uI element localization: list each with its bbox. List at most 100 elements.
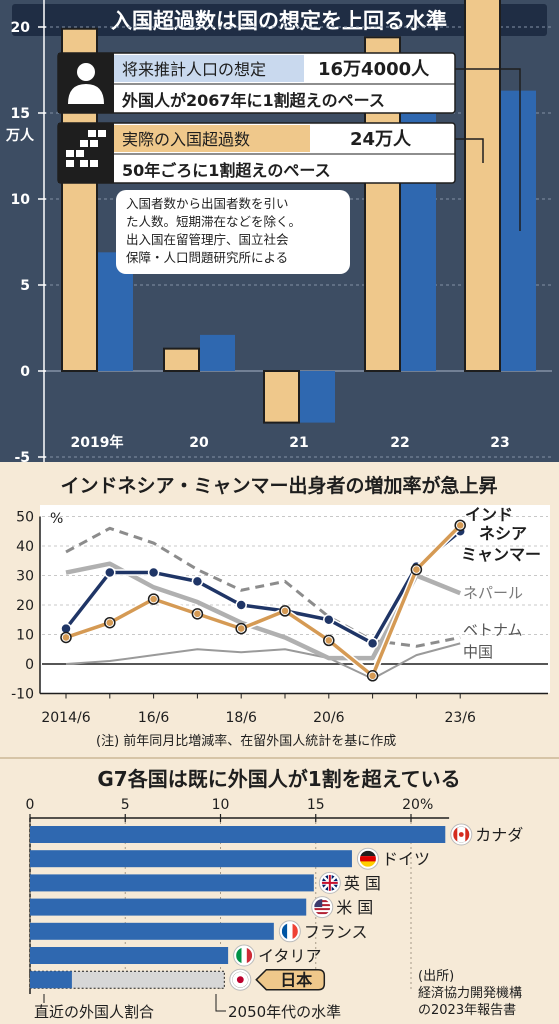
bar-assumed	[200, 334, 235, 371]
country-label: カナダ	[475, 826, 523, 845]
country-label: 英 国	[344, 874, 381, 893]
bar-country	[30, 874, 314, 892]
panel1-annotation-box	[116, 190, 350, 274]
legend-assumed: 将来推計人口の想定 16万4000人 外国人が2067年に1割超えのペース	[57, 52, 456, 114]
bar-country	[30, 826, 446, 843]
label-vietnam: ベトナム	[463, 621, 523, 639]
panel1-x-tick-label: 20	[189, 435, 209, 451]
panel1-annotation: 入国者数から出国者数を引い た人数。短期滞在などを除く。 出入国在留管理庁、国立…	[116, 190, 350, 274]
panel2-x-tick-label: 18/6	[225, 710, 257, 726]
people-group-icon	[66, 130, 106, 167]
annotation-line-2: た人数。短期滞在などを除く。	[126, 214, 301, 229]
legend-assumed-note: 外国人が2067年に1割超えのペース	[121, 91, 385, 110]
panel2-x-tick-label: 16/6	[138, 710, 170, 726]
italy-flag-icon	[233, 944, 256, 967]
annotation-line-3: 出入国在留管理庁、国立社会	[126, 232, 289, 247]
label-myanmar: ミャンマー	[461, 545, 541, 564]
panel3-x-tick-label: 20	[402, 797, 420, 813]
panel2-title: インドネシア・ミャンマー出身者の増加率が急上昇	[60, 474, 497, 497]
bar-actual	[163, 347, 200, 373]
france-flag-icon	[278, 920, 301, 943]
us-flag-icon	[311, 896, 334, 919]
legend-actual-note: 50年ごろに1割超えのペース	[122, 161, 331, 180]
bar-japan-current	[30, 971, 72, 989]
japan-flag-icon	[229, 968, 252, 991]
series-point	[147, 566, 160, 579]
panel1-x-tick-label: 21	[289, 435, 308, 451]
legend-actual-leader-line	[455, 138, 484, 163]
panel1-y-tick-label: 15	[11, 106, 30, 122]
panel2-y-tick-label: 30	[16, 569, 34, 585]
panel1-x-tick-label: 22	[390, 435, 409, 451]
panel1-title: 入国超過数は国の想定を上回る水準	[111, 9, 447, 33]
panel-growth-rate: インドネシア・ミャンマー出身者の増加率が急上昇 50 40 30 20 10 0 -10 %…	[0, 462, 559, 758]
series-line	[64, 529, 462, 646]
country-label: フランス	[304, 922, 368, 941]
panel2-grid	[40, 516, 548, 699]
label-2050s-leader	[215, 994, 226, 1012]
bar-actual	[263, 370, 300, 424]
panel1-y-tick-label: 20	[11, 20, 31, 36]
panel2-plot-area	[40, 505, 550, 693]
panel1-y-tick-label: 5	[20, 278, 30, 294]
annotation-line-1: 入国者数から出国者数を引い	[126, 196, 289, 211]
panel2-x-tick-label: 20/6	[313, 710, 345, 726]
source-line-2: 経済協力開発機構	[418, 985, 522, 1001]
panel2-lines	[60, 519, 466, 682]
series-line	[65, 642, 461, 680]
legend-actual-label: 実際の入国超過数	[122, 130, 250, 149]
person-icon	[68, 63, 104, 104]
panel3-title: G7各国は既に外国人が1割を超えている	[97, 767, 460, 791]
label-indonesia-line1: インド	[465, 505, 513, 524]
series-point	[191, 575, 204, 588]
panel1-title-bar	[12, 4, 547, 36]
series-point	[366, 637, 379, 650]
series-point-core	[456, 522, 464, 529]
panel2-y-tick-label: 40	[16, 539, 34, 555]
panel2-x-tick-label: 23/6	[444, 710, 476, 726]
label-current: 直近の外国人割合	[34, 1003, 154, 1021]
series-point-core	[194, 610, 201, 618]
panel2-x-tick-label: 2014/6	[41, 710, 90, 726]
series-point-core	[237, 625, 245, 632]
panel1-y-tick-label: 10	[11, 192, 31, 208]
panel3-unit-label: %	[420, 797, 433, 813]
label-china: 中国	[463, 643, 493, 661]
canada-flag-icon	[450, 823, 473, 846]
source-line-3: の2023年報告書	[418, 1003, 516, 1018]
panel2-unit-label: %	[50, 511, 63, 527]
legend-assumed-value: 16万4000人	[318, 59, 430, 80]
series-point	[104, 566, 116, 579]
bar-country	[30, 947, 229, 964]
series-point-core	[369, 672, 376, 680]
panel2-y-tick-label: 50	[16, 510, 34, 526]
panel3-x-tick-label: 15	[307, 797, 325, 813]
panel2-note: (注) 前年同月比増減率、在留外国人統計を基に作成	[96, 733, 396, 749]
legend-actual: 実際の入国超過数 24万人 50年ごろに1割超えのペース	[57, 122, 456, 184]
label-2050s: 2050年代の水準	[228, 1003, 341, 1021]
bar-assumed	[300, 371, 335, 423]
series-point-core	[106, 619, 114, 626]
panel2-y-tick-label: 0	[25, 657, 34, 673]
legend-actual-label-bg	[114, 125, 310, 152]
panel2-y-tick-label: 20	[16, 598, 34, 614]
country-label: ドイツ	[382, 850, 430, 869]
legend-assumed-leader-line	[455, 68, 521, 231]
uk-flag-icon	[318, 871, 341, 894]
label-nepal: ネパール	[463, 584, 523, 602]
series-point	[323, 614, 335, 626]
series-point-core	[62, 634, 70, 641]
panel2-y-axis: 50 40 30 20 10 0 -10	[11, 510, 41, 703]
panel1-y-tick-label: 0	[20, 364, 30, 380]
panel3-x-tick-label: 5	[121, 797, 130, 813]
label-indonesia-line2: ネシア	[479, 524, 527, 543]
germany-flag-icon	[356, 847, 379, 870]
bar-country	[30, 850, 352, 868]
panel3-x-tick-label: 10	[212, 797, 230, 813]
bar-assumed	[501, 90, 536, 371]
panel2-y-tick-label: -10	[11, 687, 34, 703]
panel2-y-tick-label: 10	[16, 628, 34, 644]
country-label: 日本	[280, 971, 312, 990]
